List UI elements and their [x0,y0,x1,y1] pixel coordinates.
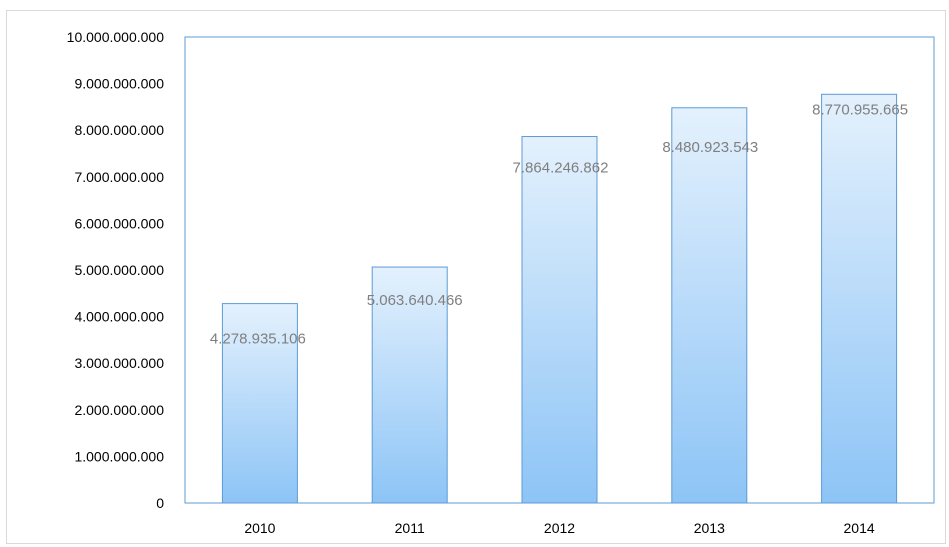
bars [221,93,898,504]
y-tick-label: 10.000.000.000 [67,29,165,45]
data-label-2013: 8.480.923.543 [662,139,758,156]
y-tick-label: 0 [156,495,164,511]
x-tick-label: 2014 [844,520,875,536]
x-tick-label: 2010 [244,520,275,536]
y-tick-label: 7.000.000.000 [74,169,164,185]
y-tick-label: 6.000.000.000 [74,215,164,231]
y-tick-label: 8.000.000.000 [74,122,164,138]
y-tick-label: 5.000.000.000 [74,262,164,278]
data-label-2011: 5.063.640.466 [367,292,463,309]
y-axis-labels: 0 1.000.000.000 2.000.000.000 3.000.000.000… [67,29,165,511]
y-tick-label: 9.000.000.000 [74,76,164,92]
chart-frame [6,10,946,544]
x-axis-labels: 2010 2011 2012 2013 2014 [244,520,875,536]
data-label-2010: 4.278.935.106 [210,331,306,348]
y-tick-label: 3.000.000.000 [74,355,164,371]
y-tick-label: 2.000.000.000 [74,402,164,418]
bar-2011 [371,266,448,504]
data-label-2014: 8.770.955.665 [812,101,908,118]
bar-2012 [521,136,598,504]
data-label-2012: 7.864.246.862 [513,160,609,177]
x-tick-label: 2011 [395,520,425,536]
x-tick-label: 2012 [544,520,575,536]
bar-2010 [221,303,298,504]
data-labels: 4.278.935.106 5.063.640.466 7.864.246.862 8… [210,101,908,347]
y-tick-label: 1.000.000.000 [74,448,164,464]
y-tick-label: 4.000.000.000 [74,309,164,325]
bar-2014 [821,93,898,504]
x-tick-label: 2013 [694,520,725,536]
plot-area [184,36,935,504]
bar-2013 [671,107,748,504]
